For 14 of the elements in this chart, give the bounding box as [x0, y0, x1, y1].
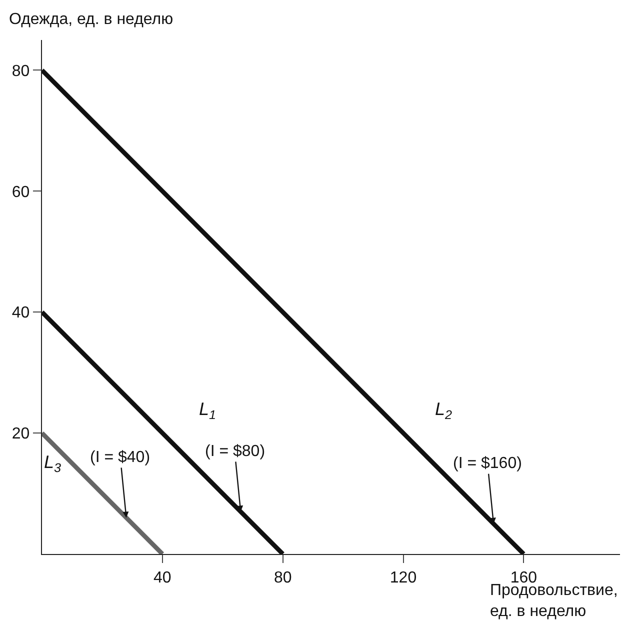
y-axis-title: Одежда, ед. в неделю [9, 11, 174, 28]
series-label: L$_{1}$ [199, 399, 216, 422]
series-label: L$_{2}$ [435, 399, 452, 422]
y-tick-label: 20 [12, 426, 30, 443]
x-tick-label: 120 [390, 569, 417, 586]
annotation: (I = $40) [90, 449, 150, 466]
x-tick-label: 40 [154, 569, 172, 586]
y-tick-label: 60 [12, 184, 30, 201]
annotation: (I = $80) [205, 443, 266, 460]
y-tick-label: 40 [12, 304, 30, 322]
series-label: L$_{3}$ [44, 452, 62, 475]
annotation: (I = $160) [453, 455, 522, 472]
x-tick-label: 80 [274, 569, 292, 586]
y-tick-label: 80 [12, 62, 30, 80]
